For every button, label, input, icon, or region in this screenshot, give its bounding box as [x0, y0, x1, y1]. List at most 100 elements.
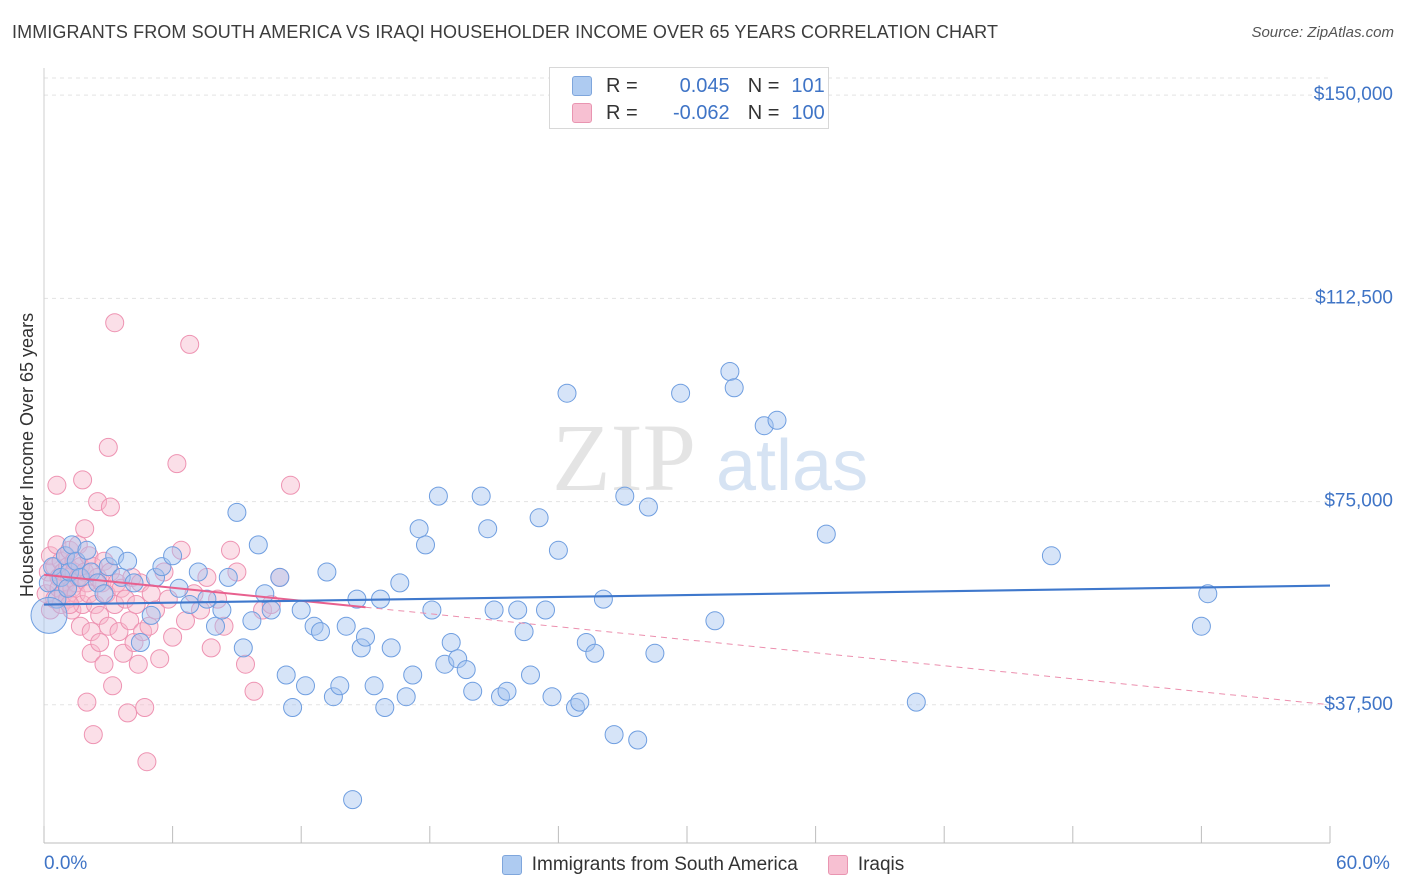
data-point — [705, 611, 725, 631]
n-value: 100 — [791, 101, 825, 124]
data-point — [255, 584, 275, 604]
data-point — [130, 633, 150, 652]
data-point — [47, 475, 67, 495]
data-point — [548, 540, 568, 560]
data-point — [343, 790, 363, 810]
data-point — [58, 578, 78, 598]
data-point — [542, 687, 562, 707]
data-point — [557, 383, 577, 403]
data-point — [1191, 616, 1211, 636]
data-point — [491, 687, 510, 707]
data-point — [323, 687, 343, 707]
stats-swatch-blue — [572, 76, 592, 96]
data-point — [150, 649, 170, 669]
data-point — [236, 654, 255, 674]
data-point — [283, 698, 303, 717]
data-point — [137, 752, 157, 772]
data-point — [463, 681, 483, 701]
data-point — [604, 725, 624, 745]
data-point — [638, 497, 658, 517]
data-point — [1041, 546, 1061, 566]
legend-item-iraqis[interactable]: Iraqis — [827, 854, 905, 876]
stats-row-pink: R = -0.062 N = 100 — [572, 100, 825, 126]
data-point — [94, 584, 114, 604]
data-point — [180, 334, 200, 354]
data-point — [1198, 584, 1218, 604]
r-value: -0.062 — [672, 101, 730, 124]
data-point — [471, 486, 491, 506]
data-point — [508, 600, 528, 620]
watermark-zip: ZIP — [552, 404, 696, 511]
data-point — [38, 573, 58, 593]
data-point — [351, 638, 371, 658]
series-immigrants-south-america — [30, 362, 1218, 810]
data-point — [456, 660, 476, 680]
data-point — [276, 665, 296, 685]
data-point — [73, 470, 93, 490]
n-value: 101 — [791, 74, 825, 97]
legend-swatch-blue — [501, 855, 522, 875]
data-point — [128, 654, 148, 674]
data-point — [261, 600, 281, 620]
data-point — [218, 567, 238, 587]
y-tick-label: $37,500 — [1324, 694, 1393, 715]
data-point — [767, 410, 787, 430]
data-point — [98, 557, 118, 577]
data-point — [396, 687, 416, 707]
data-point — [227, 502, 247, 522]
data-point — [100, 497, 120, 517]
data-point — [141, 605, 161, 625]
data-point — [118, 703, 138, 723]
y-tick-label: $75,000 — [1324, 491, 1393, 512]
data-point — [103, 676, 123, 696]
data-point — [585, 643, 605, 663]
data-point — [311, 622, 330, 642]
data-point — [422, 600, 442, 620]
data-point — [163, 627, 183, 647]
data-point — [270, 567, 290, 587]
data-point — [720, 362, 740, 381]
data-point — [593, 589, 613, 609]
data-point — [248, 535, 268, 555]
data-point — [197, 589, 217, 609]
data-point — [529, 508, 549, 528]
data-point — [364, 676, 384, 696]
data-point — [88, 492, 108, 512]
y-tick-label: $112,500 — [1315, 287, 1393, 308]
data-point — [191, 600, 210, 620]
legend-item-immigrants[interactable]: Immigrants from South America — [501, 854, 798, 876]
source-label: Source: ZipAtlas.com — [1251, 24, 1394, 41]
y-tick-label: $150,000 — [1314, 84, 1393, 105]
data-point — [356, 627, 375, 647]
data-point — [645, 643, 665, 663]
data-point — [390, 573, 410, 593]
data-point — [141, 584, 161, 604]
trend-line-iraqis — [43, 573, 366, 609]
data-point — [281, 475, 300, 495]
data-point — [435, 654, 455, 674]
data-point — [212, 600, 232, 620]
stats-row-blue: R = 0.045 N = 101 — [572, 73, 825, 99]
data-point — [671, 383, 691, 403]
data-point — [98, 616, 118, 636]
data-point — [441, 633, 461, 652]
data-point — [88, 573, 108, 593]
data-point — [77, 692, 97, 712]
data-point — [615, 486, 635, 506]
r-label: R = — [606, 74, 638, 97]
legend-label: Iraqis — [857, 854, 905, 875]
x-max-label: 60.0% — [1336, 853, 1390, 874]
y-axis-label: Householder Income Over 65 years — [17, 313, 37, 597]
trend-lines — [43, 573, 1331, 706]
data-point — [105, 546, 125, 566]
data-point — [70, 616, 90, 636]
data-point — [120, 611, 140, 631]
data-point — [570, 692, 590, 712]
data-point — [81, 562, 101, 582]
data-point — [180, 595, 200, 614]
data-point — [83, 725, 103, 745]
n-label: N = — [747, 101, 780, 124]
data-point — [628, 730, 648, 750]
data-point — [126, 595, 146, 614]
